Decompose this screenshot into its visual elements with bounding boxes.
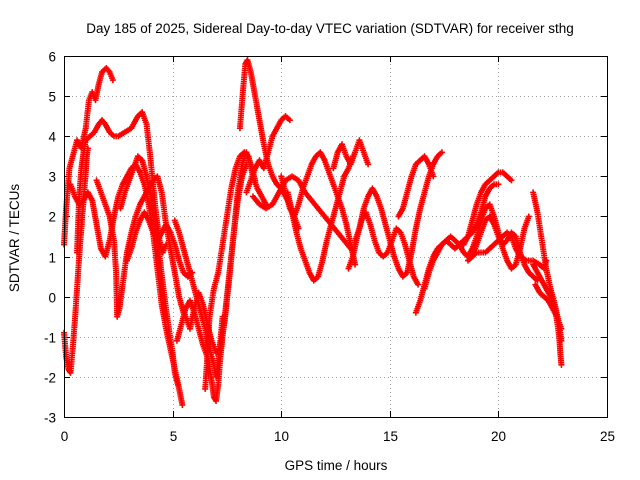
series-t25	[469, 229, 550, 272]
x-axis-label: GPS time / hours	[285, 458, 388, 473]
series-t13	[243, 113, 293, 196]
plot-area	[61, 57, 565, 408]
y-tick-label: -3	[44, 411, 56, 426]
y-tick-label: -1	[44, 331, 56, 346]
data-point	[352, 261, 359, 268]
series-t1	[61, 65, 116, 248]
series-t16	[284, 153, 356, 284]
y-tick-label: 4	[48, 130, 56, 145]
data-point	[365, 161, 372, 168]
series-t5	[67, 161, 186, 408]
x-tick-label: 15	[383, 429, 398, 444]
series-t28	[532, 281, 565, 332]
y-tick-label: 6	[48, 50, 56, 65]
data-point	[430, 173, 437, 180]
data-point	[286, 117, 293, 124]
x-tick-label: 0	[61, 429, 69, 444]
chart-title: Day 185 of 2025, Sidereal Day-to-day VTE…	[86, 21, 573, 36]
y-tick-label: 3	[48, 170, 56, 185]
x-tick-label: 5	[170, 429, 178, 444]
x-axis-ticks: 0 5 10 15 20 25	[61, 56, 615, 444]
series-t3	[74, 109, 170, 256]
y-tick-label: 2	[48, 210, 56, 225]
y-tick-label: 1	[48, 251, 56, 266]
series-t19	[352, 149, 445, 280]
data-point	[495, 181, 502, 188]
data-point	[525, 213, 532, 220]
series-t6	[117, 153, 182, 388]
series-t20	[395, 153, 437, 220]
data-point	[179, 401, 186, 408]
series-t2	[61, 145, 91, 376]
data-point	[438, 149, 445, 156]
data-point	[558, 325, 565, 332]
series-t10	[173, 161, 250, 404]
x-tick-label: 25	[600, 429, 615, 444]
series-t17	[330, 137, 372, 172]
data-point	[508, 177, 515, 184]
y-tick-label: 0	[48, 291, 56, 306]
y-tick-label: 5	[48, 90, 56, 105]
data-point	[558, 361, 565, 368]
series-t24	[460, 181, 502, 248]
data-point	[558, 337, 565, 344]
y-tick-label: -2	[44, 371, 56, 386]
data-point	[175, 381, 182, 388]
series-t9	[178, 149, 259, 356]
y-axis-label: SDTVAR / TECUs	[7, 184, 22, 293]
plot-frame	[64, 56, 608, 418]
x-tick-label: 20	[491, 429, 506, 444]
x-tick-label: 10	[274, 429, 289, 444]
data-point	[415, 281, 422, 288]
data-point	[109, 77, 116, 84]
